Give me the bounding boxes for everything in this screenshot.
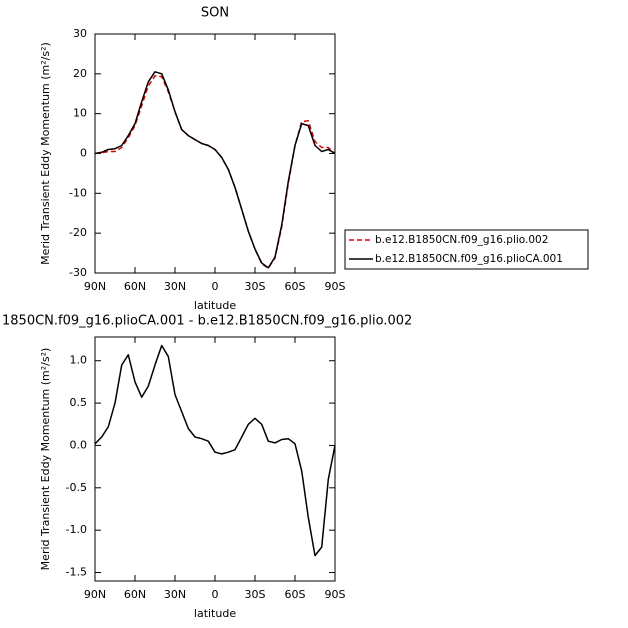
x-tick-label: 30S xyxy=(245,280,266,293)
y-tick-label: 20 xyxy=(73,67,87,80)
data-line xyxy=(94,344,336,557)
x-tick-label: 30S xyxy=(245,588,266,601)
y-tick-label: -1.5 xyxy=(66,566,87,579)
legend-label: b.e12.B1850CN.f09_g16.plioCA.001 xyxy=(375,253,563,265)
y-tick-label: -1.0 xyxy=(66,523,87,536)
data-line xyxy=(94,75,336,269)
x-tick-label: 90N xyxy=(84,280,106,293)
y-tick-label: -10 xyxy=(69,186,87,199)
y-tick-label: 10 xyxy=(73,107,87,120)
x-tick-label: 0 xyxy=(212,280,219,293)
x-axis-label: latitude xyxy=(194,299,236,312)
x-tick-label: 60N xyxy=(124,588,146,601)
legend-label: b.e12.B1850CN.f09_g16.plio.002 xyxy=(375,234,548,246)
chart-title: 1850CN.f09_g16.plioCA.001 - b.e12.B1850C… xyxy=(2,314,412,329)
legend-box xyxy=(344,229,589,270)
y-tick-label: 1.0 xyxy=(70,354,88,367)
y-tick-label: -0.5 xyxy=(66,481,87,494)
x-tick-label: 90S xyxy=(325,588,346,601)
y-tick-label: -30 xyxy=(69,266,87,279)
x-tick-label: 90S xyxy=(325,280,346,293)
x-tick-label: 60S xyxy=(285,280,306,293)
y-axis-label: Merid Transient Eddy Momentum (m²/s²) xyxy=(39,348,52,571)
x-tick-label: 60N xyxy=(124,280,146,293)
x-axis-label: latitude xyxy=(194,607,236,620)
y-axis-label: Merid Transient Eddy Momentum (m²/s²) xyxy=(39,42,52,265)
y-tick-label: 0.5 xyxy=(70,396,88,409)
x-tick-label: 0 xyxy=(212,588,219,601)
data-line xyxy=(94,71,336,269)
x-tick-label: 30N xyxy=(164,588,186,601)
plot-frame xyxy=(94,33,336,274)
x-tick-label: 90N xyxy=(84,588,106,601)
y-tick-label: 0.0 xyxy=(70,438,88,451)
y-tick-label: 0 xyxy=(80,147,87,160)
chart-title: SON xyxy=(201,6,229,21)
x-tick-label: 30N xyxy=(164,280,186,293)
y-tick-label: -20 xyxy=(69,226,87,239)
y-tick-label: 30 xyxy=(73,27,87,40)
x-tick-label: 60S xyxy=(285,588,306,601)
